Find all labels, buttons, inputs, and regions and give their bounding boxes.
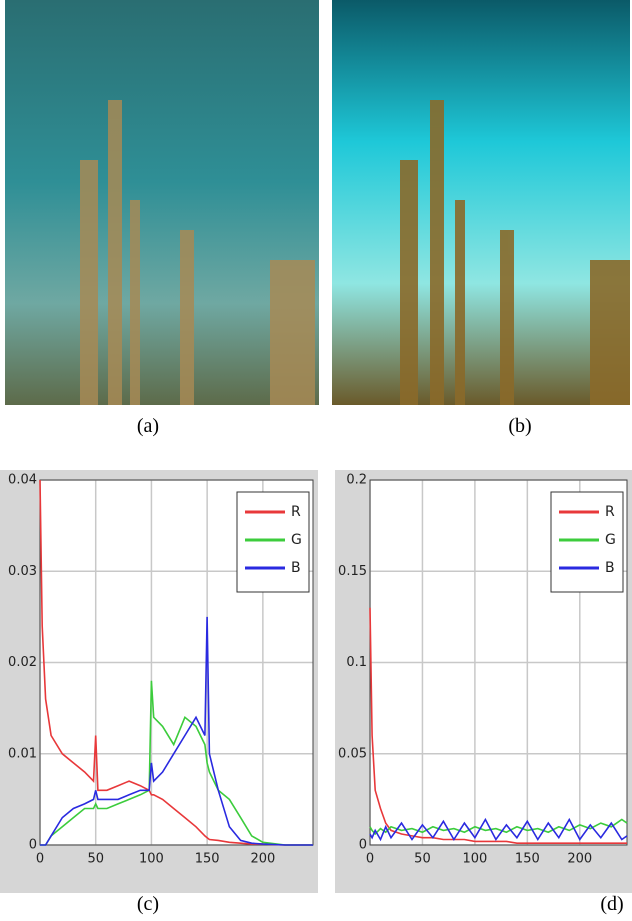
y-tick-label: 0.01 (8, 746, 37, 761)
y-tick-label: 0.15 (338, 564, 367, 579)
line-series (40, 680, 313, 846)
legend-label: R (291, 504, 301, 520)
x-tick-label: 100 (462, 852, 487, 867)
legend-box (550, 491, 624, 593)
caption: (b) (508, 415, 531, 437)
y-tick-label: 0.1 (346, 655, 367, 670)
legend-label: R (605, 504, 615, 520)
chart: 0 0.05 0.1 0.15 0.2 0 50 100 150 200 RGB (335, 470, 632, 893)
y-tick-label: 0.05 (338, 746, 367, 761)
y-tick-label: 0 (359, 838, 367, 853)
photo (332, 0, 630, 405)
y-tick-label: 0.03 (8, 564, 37, 579)
legend-label: G (605, 532, 616, 548)
line-series (39, 479, 313, 846)
caption: (d) (600, 893, 623, 915)
y-tick-label: 0.02 (8, 655, 37, 670)
x-tick-label: 50 (414, 852, 431, 867)
line-series (369, 818, 628, 836)
x-tick-label: 100 (139, 852, 164, 867)
plot-frame (369, 479, 628, 846)
x-tick-label: 200 (567, 852, 592, 867)
y-tick-label: 0 (29, 838, 37, 853)
caption: (a) (137, 415, 159, 437)
chart: 0 0.01 0.02 0.03 0.04 0 50 100 150 200 RGB (0, 470, 318, 893)
x-tick-label: 150 (195, 852, 220, 867)
x-tick-label: 0 (36, 852, 44, 867)
x-tick-label: 0 (366, 852, 374, 867)
x-tick-label: 200 (250, 852, 275, 867)
legend-box (236, 491, 310, 593)
photo (5, 0, 319, 405)
y-tick-label: 0.04 (8, 473, 37, 488)
x-tick-label: 150 (515, 852, 540, 867)
x-tick-label: 50 (87, 852, 104, 867)
y-tick-label: 0.2 (346, 473, 367, 488)
legend-label: B (605, 560, 615, 576)
plants (80, 100, 315, 405)
legend-label: G (291, 532, 302, 548)
line-series (369, 817, 628, 842)
line-series (40, 616, 313, 846)
caption: (c) (137, 893, 159, 915)
plants (400, 100, 630, 405)
plot-frame (39, 479, 314, 846)
legend-label: B (291, 560, 301, 576)
